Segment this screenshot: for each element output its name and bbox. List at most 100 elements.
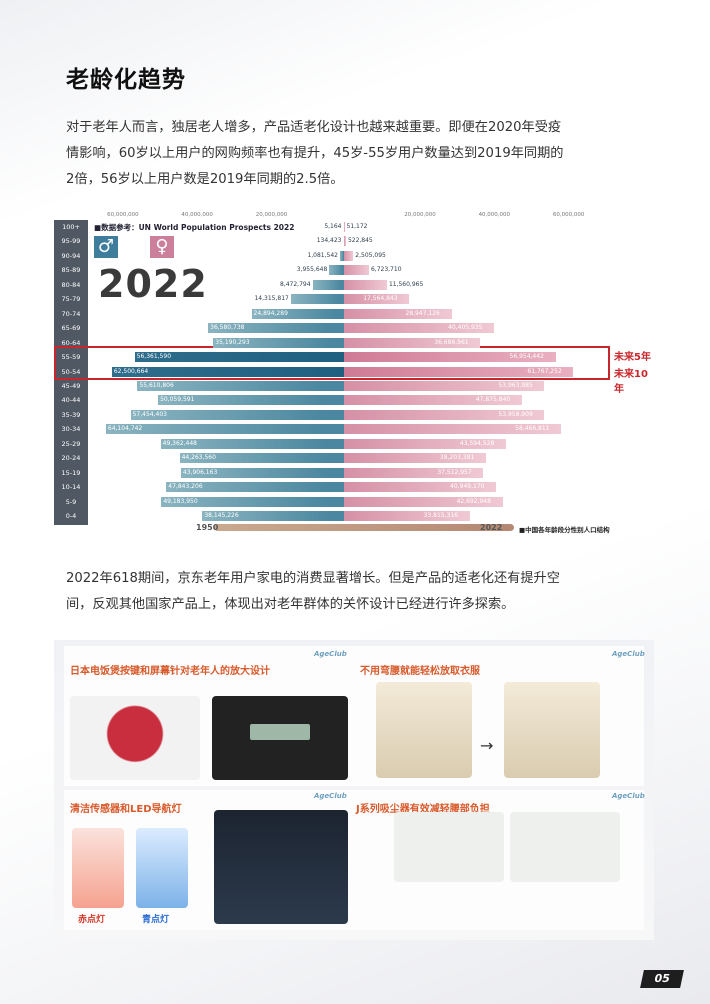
female-bar bbox=[344, 409, 545, 420]
ageclub-logo: AgeClub bbox=[612, 792, 645, 800]
male-value-label: 24,894,289 bbox=[253, 309, 288, 317]
male-value-label: 8,472,794 bbox=[279, 280, 311, 288]
male-bar bbox=[180, 467, 344, 478]
axis-tick-right: 40,000,000 bbox=[478, 212, 511, 218]
female-value-label: 522,845 bbox=[347, 237, 373, 245]
male-value-label: 35,190,293 bbox=[215, 338, 250, 346]
female-value-label: 47,875,840 bbox=[475, 396, 511, 404]
female-value-label: 61,767,252 bbox=[527, 367, 562, 375]
blue-light-illustration bbox=[136, 828, 188, 908]
male-bar bbox=[213, 337, 344, 348]
age-group-label: 95-99 bbox=[61, 237, 81, 246]
timeline-bar bbox=[214, 524, 514, 531]
female-bar bbox=[344, 236, 346, 247]
female-value-label: 6,723,710 bbox=[370, 266, 402, 274]
male-value-label: 5,164 bbox=[324, 223, 342, 230]
female-bar bbox=[344, 279, 387, 290]
vacuum-user-photo bbox=[394, 812, 504, 882]
page-number: 05 bbox=[640, 970, 684, 988]
age-group-label: 90-94 bbox=[61, 251, 81, 260]
female-value-label: 17,564,843 bbox=[363, 295, 398, 303]
female-value-label: 33,815,316 bbox=[423, 512, 458, 519]
age-group-label: 30-34 bbox=[61, 425, 81, 434]
female-bar bbox=[344, 265, 369, 276]
female-value-label: 51,172 bbox=[346, 223, 368, 230]
age-group-label: 100+ bbox=[62, 223, 80, 231]
timeline-end: 2022 bbox=[480, 523, 503, 532]
axis-tick-left: 20,000,000 bbox=[255, 212, 288, 218]
intro-paragraph: 对于老年人而言，独居老人增多，产品适老化设计也越来越重要。即便在2020年受疫情… bbox=[66, 120, 564, 187]
male-value-label: 62,500,664 bbox=[113, 367, 149, 375]
timeline-start: 1950 bbox=[196, 523, 219, 532]
red-light-illustration bbox=[72, 828, 124, 908]
female-bar bbox=[344, 294, 410, 305]
male-bar bbox=[343, 236, 344, 247]
male-value-label: 44,263,560 bbox=[181, 454, 216, 462]
panel-title: 日本电饭煲按键和屏幕针对老年人的放大设计 bbox=[70, 666, 270, 677]
age-group-label: 40-44 bbox=[61, 396, 81, 405]
female-value-label: 56,954,442 bbox=[509, 353, 544, 361]
female-bar bbox=[344, 250, 354, 261]
male-value-label: 56,361,590 bbox=[136, 353, 172, 361]
female-value-label: 40,405,935 bbox=[448, 324, 483, 332]
product-collage: 日本电饭煲按键和屏幕针对老年人的放大设计 AgeClub 不用弯腰就能轻松放取衣… bbox=[54, 640, 654, 940]
washer-panel: 不用弯腰就能轻松放取衣服 AgeClub → bbox=[354, 646, 645, 786]
male-bar bbox=[343, 222, 344, 232]
age-group-label: 20-24 bbox=[61, 454, 81, 463]
male-value-label: 43,906,163 bbox=[182, 468, 218, 476]
age-group-label: 5-9 bbox=[65, 497, 77, 506]
female-bar bbox=[344, 482, 497, 493]
male-value-label: 64,104,742 bbox=[107, 425, 143, 433]
male-bar bbox=[161, 496, 344, 507]
ageclub-logo: AgeClub bbox=[314, 792, 347, 800]
male-value-label: 57,454,403 bbox=[132, 410, 167, 418]
male-value-label: 49,362,448 bbox=[162, 439, 197, 447]
female-bar bbox=[344, 438, 506, 449]
washer-after-illustration bbox=[504, 682, 600, 778]
male-bar bbox=[312, 279, 344, 290]
female-bar bbox=[344, 308, 452, 319]
rice-cooker-photo bbox=[70, 696, 200, 780]
male-bar bbox=[339, 250, 344, 261]
female-value-label: 58,466,811 bbox=[515, 425, 550, 433]
male-value-label: 14,315,817 bbox=[254, 295, 289, 303]
female-bar bbox=[344, 323, 495, 334]
female-value-label: 36,686,961 bbox=[434, 338, 469, 346]
male-bar bbox=[134, 352, 344, 363]
age-group-label: 35-39 bbox=[61, 410, 81, 419]
male-bar bbox=[137, 380, 344, 391]
male-bar bbox=[208, 323, 344, 334]
axis-tick-left: 60,000,000 bbox=[107, 212, 139, 218]
age-group-label: 60-64 bbox=[61, 338, 81, 347]
male-value-label: 49,183,950 bbox=[163, 497, 198, 505]
chart-legend-note: ■中国各年龄段分性别人口结构 bbox=[519, 526, 610, 534]
female-value-label: 37,512,957 bbox=[437, 468, 472, 476]
female-bar bbox=[344, 496, 503, 507]
blue-light-label: 青点灯 bbox=[142, 915, 170, 925]
female-bar bbox=[344, 366, 574, 377]
male-symbol-icon: ♂ bbox=[94, 236, 118, 258]
age-group-label: 80-84 bbox=[61, 280, 81, 289]
population-pyramid-chart: ■数据参考：UN World Population Prospects 2022… bbox=[54, 210, 654, 535]
vacuum-panel: J系列吸尘器有效减轻腰部负担 AgeClub bbox=[354, 790, 645, 930]
page-title: 老龄化趋势 bbox=[66, 67, 186, 93]
future-5-label: 未来5年 bbox=[614, 352, 651, 363]
age-group-label: 75-79 bbox=[61, 295, 81, 304]
age-group-label: 50-54 bbox=[61, 367, 81, 376]
age-group-label: 0-4 bbox=[65, 512, 77, 520]
female-bar bbox=[344, 453, 486, 464]
arrow-right-icon: → bbox=[480, 736, 494, 755]
male-bar bbox=[105, 424, 344, 435]
male-bar bbox=[166, 482, 344, 493]
male-value-label: 38,145,226 bbox=[204, 512, 239, 519]
washer-before-illustration bbox=[376, 682, 472, 778]
female-value-label: 53,958,909 bbox=[498, 410, 533, 418]
female-value-label: 28,947,126 bbox=[405, 309, 440, 317]
female-bar bbox=[344, 337, 481, 348]
vacuum-model-photo bbox=[510, 812, 620, 882]
rice-cooker-panel: 日本电饭煲按键和屏幕针对老年人的放大设计 AgeClub bbox=[64, 646, 354, 786]
male-value-label: 50,059,591 bbox=[160, 396, 195, 404]
female-bar bbox=[344, 395, 522, 406]
male-value-label: 1,081,542 bbox=[307, 251, 338, 259]
female-value-label: 53,963,985 bbox=[498, 381, 533, 389]
